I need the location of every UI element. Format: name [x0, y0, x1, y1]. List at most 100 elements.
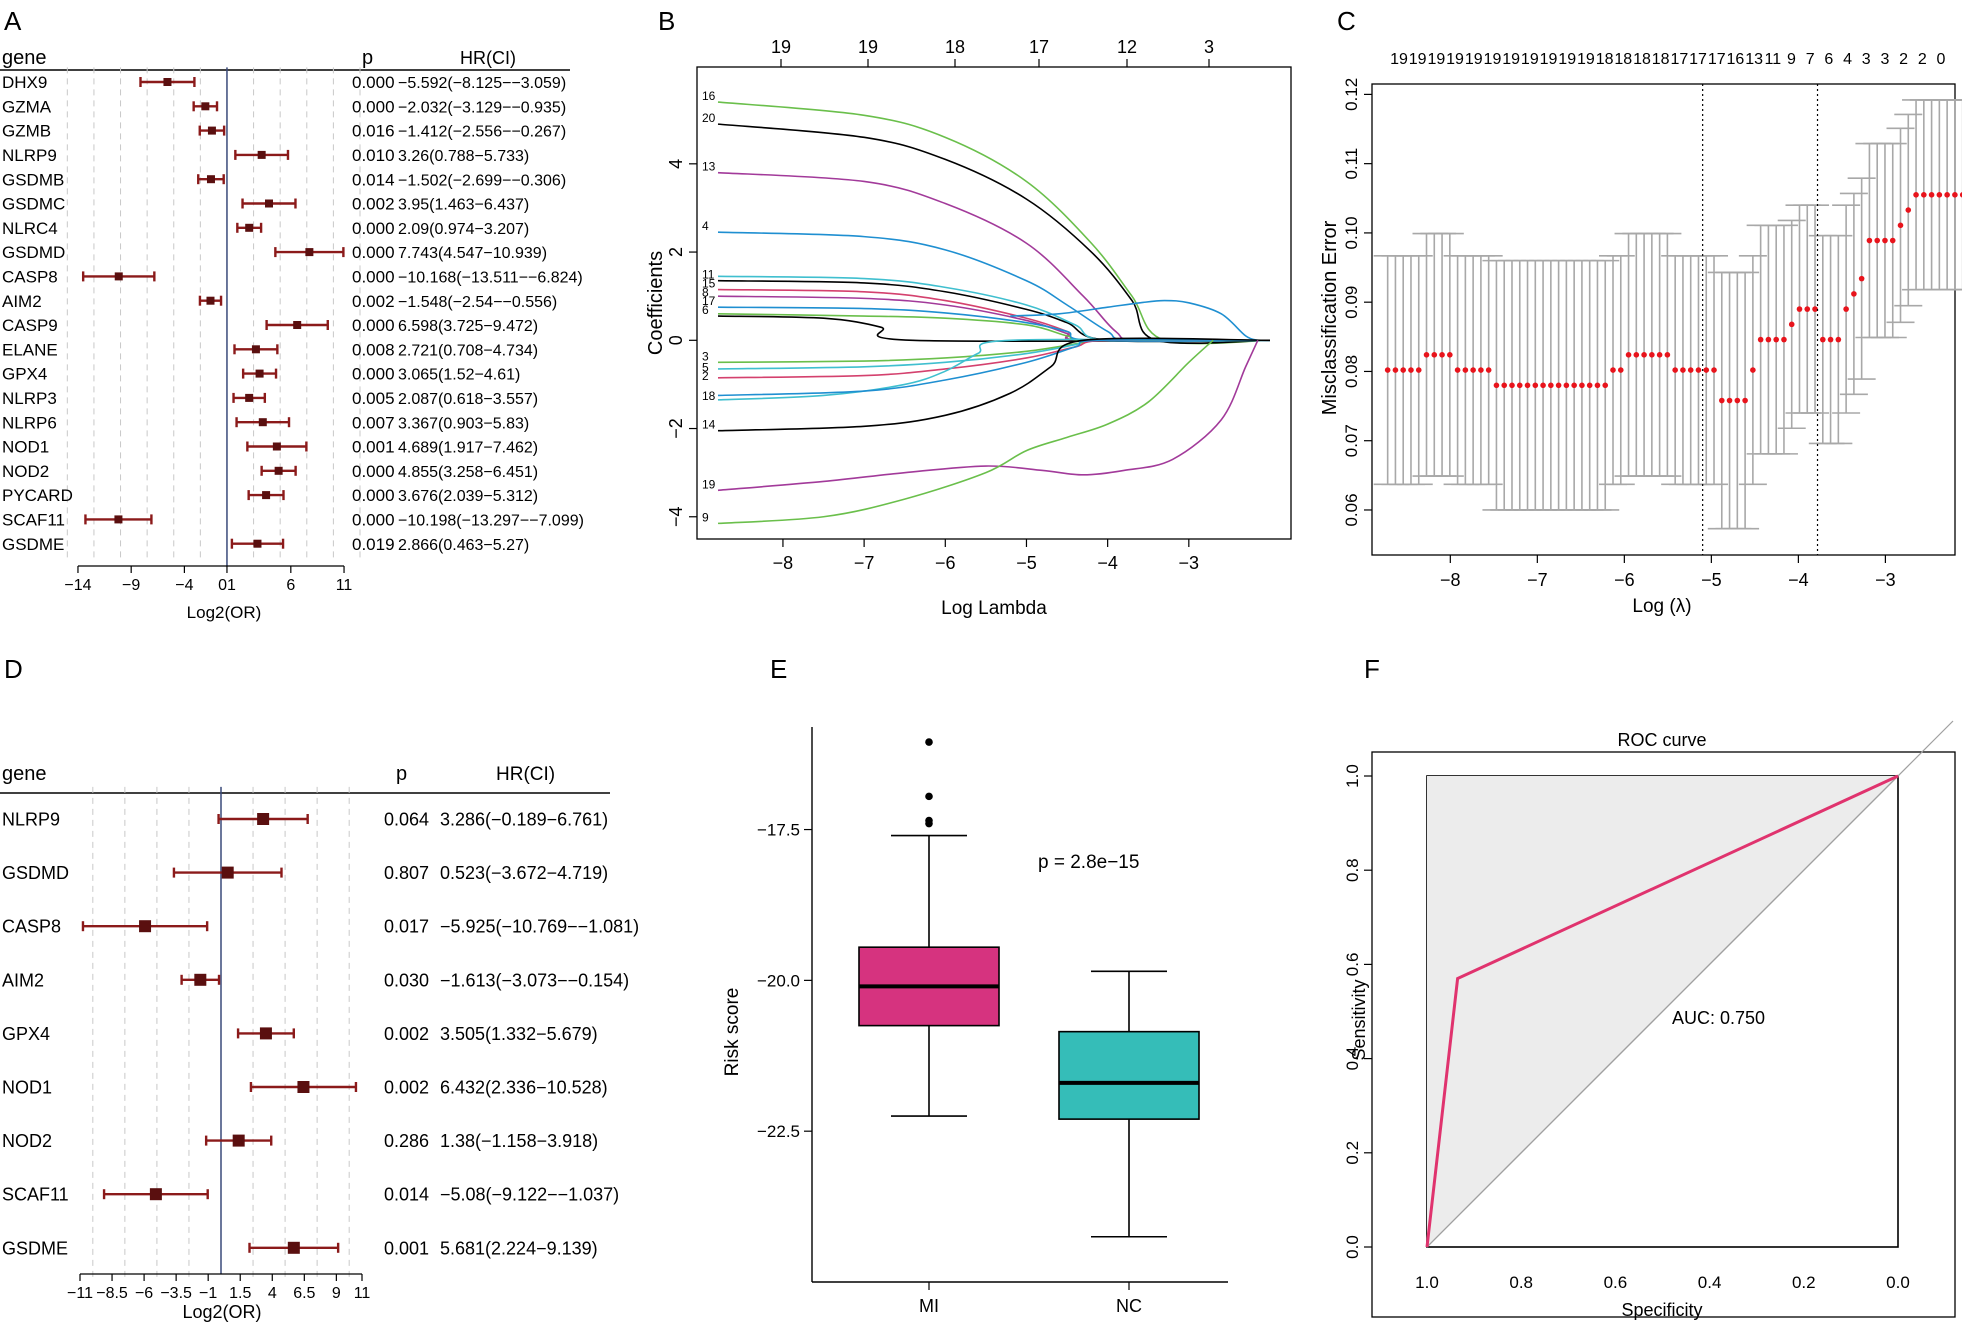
panel-e-boxplot: −22.5 −20.0 −17.5 MI NC p = 2.8e−15 Risk sco…	[722, 727, 1228, 1316]
top-count-label: 7	[1806, 51, 1815, 68]
p-value: 0.002	[352, 292, 395, 311]
gene-label: AIM2	[2, 970, 44, 990]
coef-path-line	[717, 306, 1271, 342]
top-count-label: 18	[1633, 51, 1651, 68]
x-tick-label: −9	[122, 577, 140, 594]
error-point	[1431, 352, 1438, 358]
c-xlabel: Log (λ)	[1632, 596, 1691, 617]
estimate-marker	[255, 369, 264, 378]
gene-label: NLRP6	[2, 413, 57, 432]
top-count-label: 18	[1652, 51, 1670, 68]
error-point	[1757, 336, 1764, 343]
error-point	[1804, 306, 1811, 312]
x-tick-label: 0.4	[1698, 1273, 1722, 1292]
a-header-p: p	[362, 47, 373, 69]
x-tick-label: −7	[854, 553, 875, 573]
gene-label: NOD1	[2, 1077, 52, 1097]
path-label: 16	[702, 89, 716, 103]
top-tick-label: 18	[945, 37, 965, 57]
gene-label: SCAF11	[2, 1185, 69, 1205]
error-point	[1408, 367, 1414, 373]
estimate-marker	[297, 1081, 310, 1093]
p-value: 0.000	[352, 73, 395, 92]
x-tick-label: −5	[1701, 570, 1722, 590]
y-tick-label: 0.12	[1342, 78, 1361, 111]
y-tick-label: 0.6	[1343, 953, 1362, 977]
top-count-label: 18	[1614, 51, 1632, 68]
x-tick-label: −6	[135, 1285, 153, 1302]
error-point	[1656, 352, 1663, 358]
top-count-label: 0	[1937, 51, 1946, 68]
top-count-label: 16	[1727, 51, 1745, 68]
gene-label: GZMA	[2, 97, 52, 116]
outlier-point	[925, 738, 933, 746]
gene-label: ELANE	[2, 340, 58, 359]
gene-label: GSDMB	[2, 170, 64, 189]
x-tick-label: −6	[935, 553, 956, 573]
x-tick-label: −5	[1016, 553, 1037, 573]
hr-ci: 1.38(−1.158−3.918)	[440, 1131, 598, 1151]
error-point	[1625, 352, 1632, 358]
chance-line	[1426, 775, 1899, 1248]
path-label: 11	[702, 268, 715, 282]
f-title: ROC curve	[1617, 730, 1706, 750]
gene-label: GSDMD	[2, 863, 69, 883]
error-point	[1633, 352, 1640, 358]
p-value: 0.000	[352, 316, 395, 335]
error-point	[1579, 382, 1585, 389]
x-tick-label: −4	[1097, 553, 1118, 573]
p-value: 0.014	[352, 170, 395, 189]
error-point	[1641, 352, 1647, 358]
panel-letter-a: A	[4, 6, 22, 36]
a-xlabel: Log2(OR)	[187, 603, 262, 622]
x-tick-label: 6	[286, 577, 295, 594]
p-value: 0.002	[352, 195, 395, 214]
estimate-marker	[293, 321, 302, 329]
error-point	[1820, 336, 1826, 343]
error-point	[1858, 275, 1865, 282]
p-value: 0.002	[384, 1077, 429, 1097]
b-xlabel: Log Lambda	[941, 598, 1047, 619]
x-tick-label: 0.0	[1886, 1273, 1910, 1292]
outlier-point	[925, 792, 933, 801]
f-xlabel: Specificity	[1621, 1300, 1702, 1320]
estimate-marker	[287, 1241, 300, 1254]
panel-d-forest: gene p HR(CI) NLRP9 0.064 3.286(−0.189−6.7…	[0, 763, 639, 1322]
gene-label: AIM2	[2, 292, 42, 311]
error-point	[1617, 367, 1624, 373]
error-point	[1897, 222, 1904, 229]
top-count-label: 19	[1427, 51, 1445, 68]
top-tick-label: 3	[1204, 37, 1214, 57]
x-tick-label: 1.5	[229, 1285, 251, 1302]
top-count-label: 3	[1862, 51, 1871, 68]
estimate-marker	[251, 345, 260, 354]
path-label: 13	[702, 160, 716, 174]
y-tick-label: −17.5	[757, 821, 800, 840]
error-point	[1602, 382, 1609, 389]
x-tick-label: 11	[336, 577, 353, 594]
panel-letter-f: F	[1364, 654, 1380, 684]
estimate-marker	[253, 539, 262, 548]
panel-c-cv-error: −8 −7 −6 −5 −4 −3 0.06 0.07 0.08 0.09 0.10 0.11 0.12…	[1319, 51, 1962, 617]
group-label: NC	[1116, 1296, 1142, 1316]
path-label: 20	[702, 111, 716, 125]
hr-ci: 3.676(2.039−5.312)	[398, 488, 538, 505]
gene-label: NOD2	[2, 1131, 52, 1151]
error-point	[1493, 382, 1500, 389]
y-tick-label: 0.06	[1342, 493, 1361, 526]
error-point	[1882, 237, 1888, 244]
hr-ci: −5.08(−9.122−−1.037)	[440, 1185, 619, 1205]
error-point	[1765, 336, 1772, 343]
p-value: 0.286	[384, 1131, 429, 1151]
estimate-marker	[114, 272, 123, 281]
error-point	[1718, 397, 1725, 404]
d-header-hr: HR(CI)	[496, 764, 555, 785]
x-tick-label: 01	[218, 577, 236, 594]
gene-label: DHX9	[2, 73, 47, 92]
error-point	[1687, 367, 1694, 373]
d-xlabel: Log2(OR)	[182, 1302, 261, 1322]
gene-label: NOD2	[2, 462, 49, 481]
estimate-marker	[257, 813, 270, 825]
hr-ci: 3.26(0.788−5.733)	[398, 148, 529, 165]
